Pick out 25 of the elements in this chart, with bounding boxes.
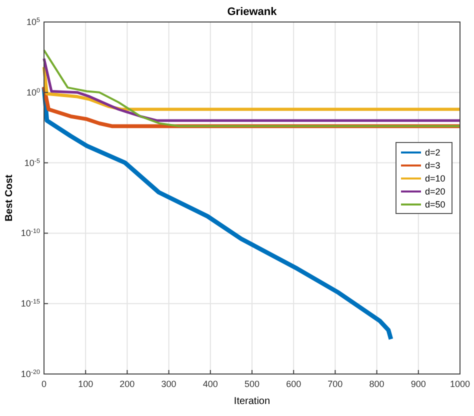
x-tick-label: 700: [328, 379, 343, 389]
x-tick-label: 600: [286, 379, 302, 389]
x-tick-label: 100: [78, 379, 94, 389]
chart-title: Griewank: [227, 6, 278, 18]
x-tick-label: 400: [202, 379, 218, 389]
legend-label: d=2: [425, 148, 440, 158]
x-tick-label: 1000: [450, 379, 470, 389]
y-axis-title: Best Cost: [4, 174, 15, 222]
x-tick-label: 800: [369, 379, 384, 389]
legend-label: d=20: [425, 186, 446, 196]
y-tick-label: 10$^{5}$: [26, 16, 40, 27]
x-axis-title: Iteration: [234, 396, 270, 407]
x-tick-label: 300: [161, 379, 176, 389]
y-tick-label: 10$^{-5}$: [24, 157, 40, 168]
y-tick-label: 10$^{-20}$: [20, 368, 40, 379]
legend-label: d=3: [425, 160, 440, 170]
y-tick-label: 10$^{-15}$: [20, 298, 40, 309]
legend-label: d=50: [425, 200, 446, 210]
y-tick-label: 10$^{0}$: [26, 86, 40, 98]
x-tick-label: 900: [410, 379, 426, 389]
x-tick-label: 200: [120, 379, 135, 389]
x-tick-label: 500: [244, 379, 260, 389]
x-tick-label: 0: [41, 379, 47, 389]
y-tick-label: 10$^{-10}$: [20, 228, 40, 238]
legend-label: d=10: [425, 174, 446, 184]
